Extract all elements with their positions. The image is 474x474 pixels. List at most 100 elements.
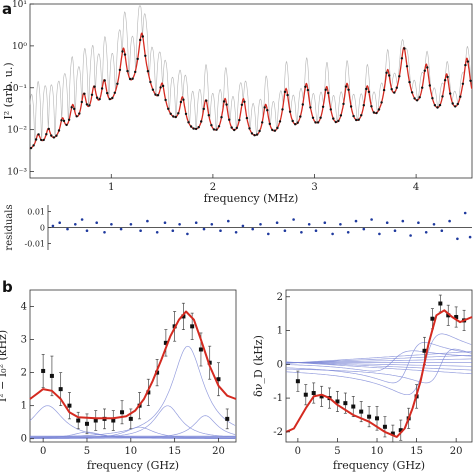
- residual-point: [275, 221, 279, 224]
- component-curve: [285, 351, 473, 364]
- data-point-b: [120, 410, 125, 415]
- data-point-b: [446, 313, 451, 318]
- data-point-a: [131, 77, 134, 80]
- data-point-a: [459, 95, 462, 98]
- residual-point: [85, 229, 89, 232]
- panel-a-label: a: [2, 0, 12, 18]
- raw-spectrum-trace: [29, 5, 473, 144]
- data-point-a: [34, 138, 38, 141]
- data-point-a: [111, 96, 114, 100]
- data-point-a: [40, 138, 43, 142]
- data-point-a: [263, 106, 266, 109]
- x-tick-label-b: 15: [168, 446, 181, 457]
- data-point-b: [375, 416, 380, 421]
- data-point-a: [418, 96, 421, 99]
- data-point-a: [347, 88, 350, 92]
- data-point-b: [76, 418, 81, 423]
- data-point-a: [222, 100, 226, 103]
- data-point-b: [198, 347, 203, 352]
- data-point-a: [103, 79, 106, 82]
- data-point-a: [438, 103, 442, 107]
- y-tick-label-b: 0: [277, 359, 283, 370]
- data-point-a: [78, 112, 81, 115]
- residual-point: [129, 223, 133, 226]
- data-point-a: [258, 129, 261, 133]
- data-point-a: [454, 105, 457, 108]
- residual-point: [202, 227, 206, 231]
- data-point-a: [278, 120, 282, 123]
- x-tick-label-a: 4: [413, 182, 419, 193]
- data-point-a: [210, 124, 213, 127]
- x-tick-label-b: 15: [410, 446, 423, 457]
- data-point-b: [367, 414, 372, 419]
- residual-point: [139, 229, 142, 232]
- data-point-b: [390, 431, 395, 436]
- data-point-a: [288, 110, 292, 113]
- data-point-a: [172, 115, 175, 118]
- data-point-b: [303, 392, 308, 397]
- data-point-a: [469, 79, 472, 83]
- data-point-a: [167, 107, 170, 111]
- data-point-a: [118, 68, 122, 72]
- fit-curve-b: [285, 309, 473, 438]
- data-point-a: [443, 79, 447, 82]
- x-tick-label-b: 10: [371, 446, 384, 457]
- residual-point: [241, 224, 245, 228]
- x-axis-label-b: frequency (GHz): [333, 459, 425, 472]
- data-point-b: [430, 316, 435, 321]
- data-point-a: [301, 103, 304, 106]
- data-point-a: [299, 115, 302, 118]
- data-point-b: [311, 391, 316, 396]
- data-point-a: [283, 90, 287, 94]
- data-point-a: [159, 86, 162, 89]
- y-tick-label-b: 2: [21, 368, 27, 379]
- residual-point: [463, 211, 467, 215]
- y-tick-label-b: 2: [277, 292, 283, 303]
- data-point-a: [141, 35, 144, 38]
- panel-b-label: b: [2, 278, 13, 296]
- data-point-a: [192, 127, 195, 130]
- panel-b-right-plot: 0 5 10 15 20 -2 -1 0 1 2 frequency (GHz) δν_D (kHz): [252, 289, 473, 472]
- data-point-a: [73, 107, 76, 111]
- data-point-a: [144, 54, 147, 57]
- data-point-a: [324, 88, 327, 92]
- residual-point: [219, 229, 222, 232]
- data-point-b: [319, 394, 324, 399]
- data-point-a: [243, 100, 246, 104]
- data-point-a: [395, 86, 398, 89]
- data-point-a: [174, 115, 177, 119]
- data-point-a: [291, 119, 294, 123]
- data-point-a: [45, 133, 48, 136]
- data-point-b: [146, 390, 151, 395]
- data-point-a: [433, 104, 437, 107]
- data-point-a: [337, 119, 340, 123]
- y-tick-label-a: 10⁰: [12, 42, 27, 52]
- data-point-a: [29, 146, 33, 150]
- data-point-a: [50, 134, 53, 137]
- component-curve: [285, 354, 473, 364]
- data-point-a: [296, 121, 299, 124]
- data-point-a: [426, 66, 429, 69]
- data-point-a: [32, 144, 35, 147]
- data-point-a: [304, 85, 307, 89]
- data-point-a: [100, 87, 104, 90]
- data-point-a: [319, 116, 322, 119]
- data-point-b: [58, 387, 63, 392]
- residual-point: [370, 218, 373, 221]
- data-point-b: [190, 324, 195, 329]
- y-axis-label-a: I² (arb. u.): [2, 62, 15, 119]
- data-point-a: [428, 84, 431, 87]
- data-point-a: [83, 92, 86, 96]
- data-point-a: [238, 118, 241, 122]
- data-point-a: [385, 71, 388, 75]
- data-point-a: [215, 128, 218, 131]
- data-point-a: [88, 104, 91, 107]
- residual-point: [267, 232, 270, 236]
- data-point-a: [47, 127, 50, 131]
- data-point-a: [52, 136, 56, 139]
- residual-point: [456, 237, 459, 241]
- data-point-a: [225, 103, 228, 106]
- residual-point: [58, 221, 61, 224]
- data-point-b: [128, 416, 133, 421]
- data-point-a: [334, 120, 337, 124]
